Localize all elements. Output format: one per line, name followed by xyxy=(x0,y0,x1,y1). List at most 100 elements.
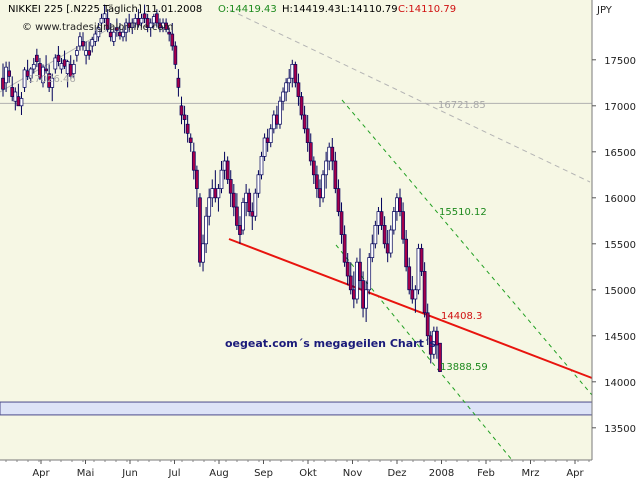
x-tick-label: Mai xyxy=(77,468,95,479)
candle xyxy=(281,87,285,111)
channel-lower xyxy=(335,244,513,461)
candle xyxy=(111,27,116,46)
candle xyxy=(139,13,144,28)
candle xyxy=(358,248,362,290)
candle xyxy=(438,342,442,372)
price-label: 13888.59 xyxy=(440,362,488,373)
candle xyxy=(416,243,421,295)
candle xyxy=(278,96,282,129)
candle xyxy=(435,326,439,359)
candle xyxy=(53,54,58,74)
y-tick-label: 16000 xyxy=(604,194,636,205)
candle xyxy=(204,207,208,253)
open-value: O:14419.43 xyxy=(218,4,277,15)
candle xyxy=(201,234,205,272)
candle xyxy=(333,151,338,194)
candle xyxy=(413,285,418,313)
candle xyxy=(348,262,353,295)
candle xyxy=(235,193,239,230)
candle xyxy=(179,96,184,125)
candle xyxy=(330,138,335,171)
candle xyxy=(81,32,85,51)
y-tick-label: 15500 xyxy=(604,240,636,251)
candle xyxy=(382,216,387,249)
x-tick-label: Apr xyxy=(32,468,50,479)
candle xyxy=(167,27,172,42)
candle xyxy=(115,18,119,37)
y-tick-label: 17500 xyxy=(604,56,636,67)
candle xyxy=(87,41,92,60)
upper-trend-right xyxy=(229,9,591,183)
x-tick-label: Feb xyxy=(477,468,495,479)
low-value: L:14110.79 xyxy=(341,4,398,15)
watermark: © www.tradesignalonline.com xyxy=(22,22,173,33)
candle xyxy=(148,18,153,37)
y-axis-area xyxy=(592,0,640,480)
candle xyxy=(198,193,202,267)
candle xyxy=(321,170,325,203)
y-tick-label: 16500 xyxy=(604,148,636,159)
candle xyxy=(71,59,76,79)
candle xyxy=(228,170,233,207)
candle xyxy=(296,73,301,106)
channel-upper xyxy=(341,99,593,396)
high-value: H:14419.43 xyxy=(282,4,341,15)
candle xyxy=(105,9,110,33)
x-tick-label: Nov xyxy=(343,468,363,479)
candle xyxy=(102,4,107,23)
y-tick-label: 14500 xyxy=(604,332,636,343)
candle xyxy=(422,262,427,318)
grid xyxy=(0,102,593,416)
candle xyxy=(142,4,147,23)
candle xyxy=(367,253,372,295)
candle xyxy=(164,18,168,33)
candle xyxy=(231,184,236,217)
candle xyxy=(302,105,307,134)
candle xyxy=(241,197,245,235)
y-tick-label: 13500 xyxy=(604,424,636,435)
y-tick-label: 15000 xyxy=(604,286,636,297)
candle xyxy=(93,30,98,46)
candle xyxy=(170,23,175,51)
candle xyxy=(1,63,5,97)
price-label: 14408.3 xyxy=(441,311,482,322)
price-labels: 17026.46 16721.85 15510.12 14408.3 13888.59 xyxy=(28,74,488,373)
candle xyxy=(28,67,33,83)
chart-title: NIKKEI 225 [.N225 Täglich] 11.01.2008 xyxy=(8,4,202,15)
candle xyxy=(75,46,79,62)
candle xyxy=(305,115,310,152)
support-line xyxy=(228,238,593,379)
band-zone xyxy=(0,401,593,416)
candle xyxy=(355,257,359,304)
candle xyxy=(419,243,424,276)
price-label: 15510.12 xyxy=(439,207,487,218)
candle xyxy=(373,220,378,249)
candle xyxy=(370,234,375,263)
candle xyxy=(315,165,319,198)
price-label: 16721.85 xyxy=(438,100,486,111)
candle xyxy=(155,9,159,28)
candle xyxy=(425,303,430,345)
candle xyxy=(19,92,24,115)
annotation: oegeat.com´s megageilen Chart´s xyxy=(225,337,436,350)
candle xyxy=(268,124,273,148)
candle xyxy=(176,69,181,97)
candle xyxy=(188,133,193,152)
candle xyxy=(7,61,12,83)
candle xyxy=(345,253,350,286)
x-tick-label: Jun xyxy=(121,468,138,479)
y-tick-label: 17000 xyxy=(604,102,636,113)
candle xyxy=(35,48,39,68)
x-axis-area xyxy=(0,460,592,480)
candle xyxy=(407,257,412,295)
candle xyxy=(191,142,196,180)
trendlines xyxy=(0,9,593,461)
candle xyxy=(207,188,212,226)
candle xyxy=(41,64,45,88)
y-tick-label: 14000 xyxy=(604,378,636,389)
price-label: 17026.46 xyxy=(28,74,76,85)
candle xyxy=(364,280,368,322)
candle xyxy=(404,230,408,272)
candle xyxy=(256,170,261,198)
